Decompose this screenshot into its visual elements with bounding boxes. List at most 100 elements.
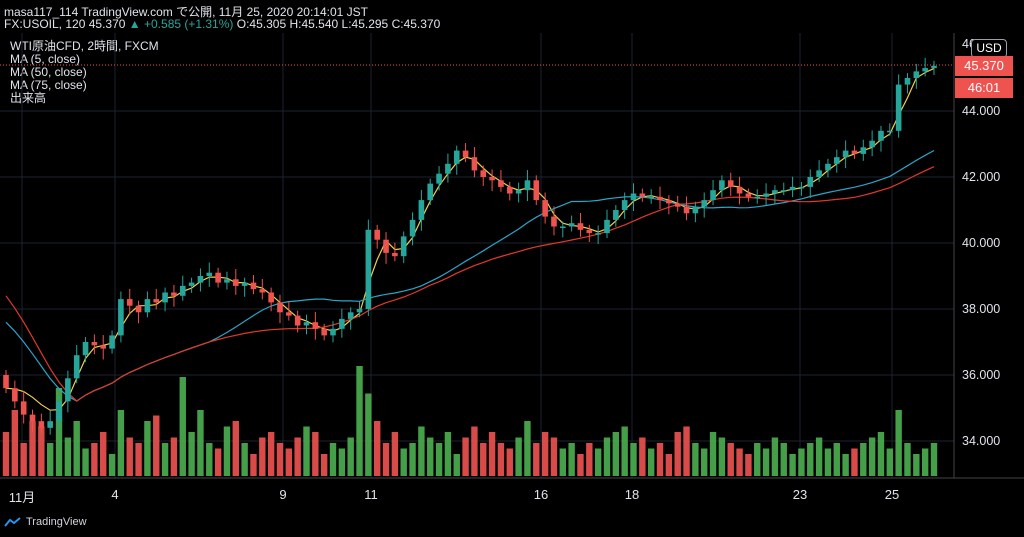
volume-bar <box>480 443 487 476</box>
volume-bar <box>524 421 531 476</box>
candle <box>12 388 18 402</box>
volume-bar <box>488 432 496 476</box>
candle <box>798 186 805 189</box>
y-tick: 40.000 <box>962 236 1001 250</box>
brand[interactable]: TradingView <box>4 516 87 528</box>
candle <box>224 279 230 283</box>
candle <box>259 289 266 293</box>
volume-bar <box>356 366 363 476</box>
volume-bar <box>91 443 98 476</box>
volume-bar <box>674 432 681 476</box>
indicator-main[interactable]: WTI原油CFD, 2時間, FXCM <box>10 39 159 53</box>
x-tick: 25 <box>884 487 900 502</box>
volume-bar <box>347 437 354 476</box>
volume-bar <box>303 426 310 476</box>
candle <box>38 421 45 428</box>
indicator-ma75[interactable]: MA (75, close) <box>10 78 87 92</box>
candle <box>365 229 372 309</box>
candle <box>657 196 663 201</box>
x-tick: 11月 <box>8 490 36 505</box>
candle <box>445 163 451 174</box>
volume-bar <box>780 443 787 476</box>
volume-bar <box>886 448 894 476</box>
volume-bar <box>153 415 160 476</box>
candle <box>197 276 204 283</box>
candle <box>577 223 584 230</box>
candle <box>392 252 398 257</box>
candle <box>595 233 601 235</box>
candle <box>666 200 672 204</box>
volume-bar <box>179 377 186 476</box>
volume-bar <box>913 454 920 476</box>
volume-bar <box>2 432 10 476</box>
candle <box>3 375 9 389</box>
candle <box>82 342 89 356</box>
volume-bar <box>365 393 372 476</box>
volume-bar <box>727 443 734 476</box>
volume-bar <box>833 443 840 476</box>
low-value: L:45.295 <box>341 17 389 31</box>
ohlc-line: FX:USOIL, 120 45.370 ▲ +0.585 (+1.31%) O… <box>4 17 440 31</box>
currency-button[interactable]: USD <box>971 39 1007 58</box>
candle <box>551 216 557 227</box>
volume-bar <box>250 454 257 476</box>
indicator-ma50[interactable]: MA (50, close) <box>10 65 87 79</box>
volume-bar <box>647 448 655 476</box>
candle <box>215 272 221 283</box>
volume-bar <box>718 437 726 476</box>
candle <box>321 328 327 336</box>
price-tag: 45.370 <box>955 56 1013 76</box>
volume-bar <box>223 426 231 476</box>
volume-bar <box>64 437 72 476</box>
volume-bar <box>161 443 169 476</box>
candle <box>400 236 407 257</box>
candle <box>727 180 734 187</box>
x-tick: 11 <box>364 487 378 502</box>
candle <box>745 193 752 197</box>
indicator-ma5[interactable]: MA (5, close) <box>10 52 81 66</box>
candle <box>232 279 239 286</box>
volume-bar <box>126 437 133 476</box>
volume-bar <box>11 410 19 476</box>
volume-bar <box>603 437 611 476</box>
volume-bar <box>276 443 284 476</box>
volume-bar <box>665 454 673 476</box>
ma75-line <box>5 166 935 402</box>
candle <box>489 177 495 181</box>
y-tick: 34.000 <box>962 434 1001 448</box>
candle <box>286 312 292 316</box>
volume-bar <box>594 448 602 476</box>
candle <box>816 170 822 177</box>
volume-bar <box>533 443 540 476</box>
volume-bar <box>621 426 628 476</box>
volume-bar <box>736 448 743 476</box>
volume-bar <box>762 448 770 476</box>
volume-bar <box>807 443 814 476</box>
candle <box>294 315 301 326</box>
candle <box>763 193 769 197</box>
volume-bar <box>214 448 222 476</box>
candle <box>153 299 160 303</box>
volume-bar <box>82 448 89 476</box>
volume-bar <box>55 388 63 476</box>
y-tick: 44.000 <box>962 104 1001 118</box>
countdown-tag: 46:01 <box>955 78 1013 98</box>
volume-bar <box>73 421 80 476</box>
volume-bar <box>868 437 876 476</box>
volume-bar <box>320 454 328 476</box>
y-tick: 38.000 <box>962 302 1001 316</box>
volume-bar <box>577 454 584 476</box>
candle <box>533 180 540 201</box>
candle <box>860 147 867 154</box>
candle <box>851 150 858 154</box>
volume-bar <box>921 448 929 476</box>
indicator-volume[interactable]: 出来高 <box>10 91 47 105</box>
candle <box>250 282 257 290</box>
candle <box>719 180 725 191</box>
volume-bar <box>506 448 513 476</box>
ma5-line <box>5 67 935 411</box>
volume-bar <box>329 443 337 476</box>
candle <box>418 200 425 220</box>
candle <box>462 150 469 158</box>
